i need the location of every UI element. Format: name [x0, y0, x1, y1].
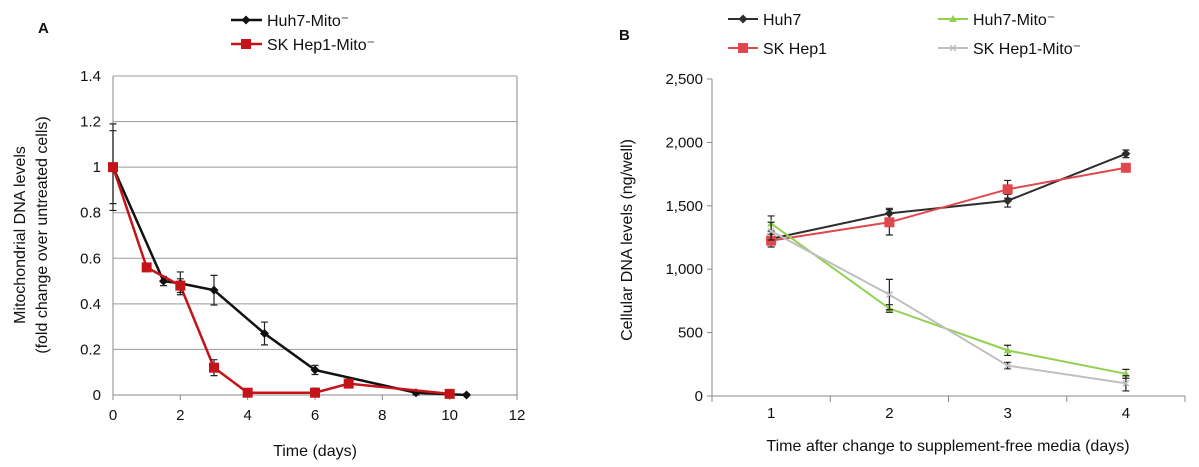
x-tick-label: 4: [243, 407, 251, 424]
data-point: [343, 378, 354, 389]
data-point: [766, 235, 777, 246]
legend-swatch-marker: [949, 15, 957, 22]
y-axis-title-line1: Mitochondrial DNA levels: [12, 146, 29, 324]
y-tick-label: 0.4: [80, 296, 101, 313]
series-line: [770, 166, 1127, 242]
x-tick-label: 6: [311, 407, 319, 424]
data-point: [885, 291, 893, 299]
legend-swatch-marker: [241, 39, 251, 49]
series-line: [770, 222, 1127, 375]
x-tick-label: 1: [767, 405, 775, 422]
y-tick-label: 1.2: [80, 114, 101, 131]
legend-swatch-marker: [738, 43, 748, 53]
panel-b: B 0 500 1,000 1,500 2,000 2,500 1 2 3 4 Time after…: [619, 12, 1186, 455]
data-point: [1004, 362, 1012, 370]
y-tick-label: 1,000: [665, 261, 703, 278]
legend-label: Huh7-Mito⁻: [267, 13, 349, 30]
data-point: [175, 280, 186, 291]
data-point: [1121, 149, 1131, 159]
y-tick-label: 1: [93, 159, 101, 176]
x-axis-title: Time after change to supplement-free med…: [766, 438, 1129, 455]
x-axis-title: Time (days): [273, 443, 357, 460]
legend-label: SK Hep1-Mito⁻: [267, 37, 375, 54]
y-tick-label: 0.8: [80, 205, 101, 222]
data-point: [884, 217, 895, 228]
y-tick-label: 500: [678, 325, 703, 342]
legend-swatch-marker: [738, 14, 748, 24]
x-tick-label: 10: [441, 407, 458, 424]
x-tick-label: 4: [1122, 405, 1130, 422]
x-tick-label: 0: [109, 407, 117, 424]
y-axis-title-line2: (fold change over untreated cells): [34, 116, 51, 353]
x-tick-label: 8: [378, 407, 386, 424]
x-tick-label: 12: [509, 407, 526, 424]
legend-a: Huh7-Mito⁻ SK Hep1-Mito⁻: [231, 13, 375, 54]
data-point: [141, 262, 152, 273]
y-tick-label: 1,500: [665, 198, 703, 215]
legend-swatch-marker: [949, 44, 957, 52]
series-huh7-mito: [767, 215, 1130, 379]
y-tick-label: 2,500: [665, 71, 703, 88]
legend-b: Huh7 SK Hep1 Huh7-Mito⁻ SK Hep1-Mito⁻: [728, 12, 1081, 58]
y-tick-label: 0.2: [80, 341, 101, 358]
series-line: [770, 152, 1127, 240]
data-point: [1120, 162, 1131, 173]
series-huh7-mito: [108, 123, 471, 400]
data-point: [462, 390, 471, 400]
data-point: [260, 328, 269, 338]
y-tick-label: 0: [695, 388, 703, 405]
y-axis-title: Cellular DNA levels (ng/well): [619, 139, 636, 341]
series-line: [770, 230, 1127, 385]
data-point: [242, 387, 253, 398]
data-point: [1121, 369, 1130, 377]
data-point: [444, 388, 455, 399]
y-tick-label: 2,000: [665, 134, 703, 151]
legend-swatch-marker: [241, 15, 251, 25]
series-sk-hep1: [766, 162, 1131, 248]
data-point: [209, 362, 219, 373]
legend-label: Huh7-Mito⁻: [973, 12, 1055, 29]
series-sk-hep1-mito: [767, 221, 1130, 392]
panel-a-letter: A: [38, 20, 49, 37]
legend-label: Huh7: [763, 12, 801, 29]
series-line: [111, 166, 450, 396]
data-point: [767, 227, 775, 235]
panel-b-letter: B: [619, 27, 630, 44]
data-point: [1003, 346, 1012, 354]
series-huh7: [766, 149, 1131, 245]
legend-label: SK Hep1: [763, 41, 827, 58]
series-sk-hep1-mito: [108, 130, 455, 399]
data-point: [209, 285, 219, 295]
data-point: [310, 365, 320, 375]
x-tick-label: 3: [1003, 405, 1011, 422]
data-point: [1002, 184, 1013, 195]
y-tick-label: 1.4: [80, 68, 101, 85]
y-tick-label: 0.6: [80, 250, 101, 267]
data-point: [1122, 379, 1130, 387]
data-point: [108, 162, 118, 173]
data-point: [310, 387, 320, 398]
panel-a: A 0 0.2 0.4 0.6 0.8 1 1.2 1.4 0 2 4 6 8 10 12 Time (day…: [12, 13, 525, 460]
x-tick-label: 2: [176, 407, 184, 424]
legend-label: SK Hep1-Mito⁻: [973, 41, 1081, 58]
x-tick-label: 2: [885, 405, 893, 422]
y-tick-label: 0: [93, 387, 101, 404]
